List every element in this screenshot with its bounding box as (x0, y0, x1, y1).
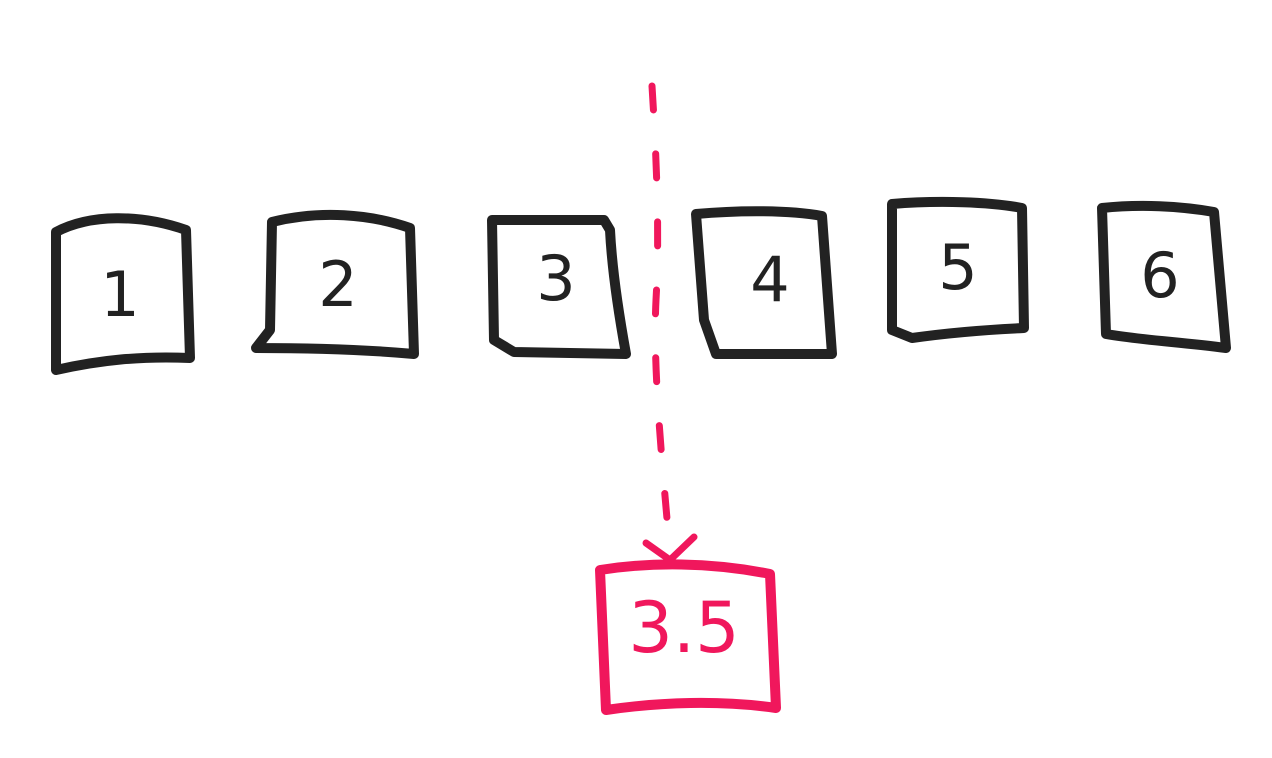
result-label: 3.5 (628, 587, 739, 669)
number-box-label: 2 (318, 248, 357, 321)
number-box-label: 5 (938, 231, 977, 304)
number-box-label: 1 (100, 258, 139, 331)
result-box: 3.5 (595, 559, 781, 715)
number-box-2: 2 (251, 209, 419, 359)
median-split-line (648, 82, 672, 534)
arrow-head-icon (642, 533, 698, 564)
number-box-label: 3 (536, 242, 575, 315)
number-box-6: 6 (1097, 200, 1231, 353)
number-box-4: 4 (691, 206, 837, 359)
number-box-1: 1 (51, 213, 195, 375)
number-box-label: 4 (750, 243, 789, 316)
number-box-5: 5 (887, 196, 1029, 343)
number-box-label: 6 (1140, 239, 1179, 312)
number-box-3: 3 (487, 215, 631, 359)
